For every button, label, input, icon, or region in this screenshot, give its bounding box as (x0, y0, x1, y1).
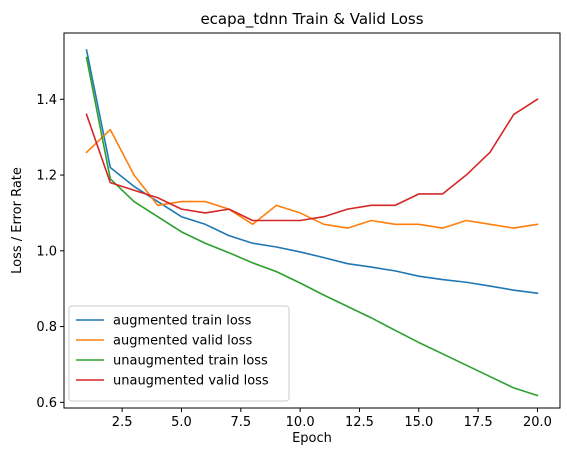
x-tick-label: 5.0 (171, 415, 192, 430)
x-tick-label: 7.5 (230, 415, 251, 430)
chart-title: ecapa_tdnn Train & Valid Loss (200, 10, 423, 29)
plot-frame (63, 32, 561, 409)
x-axis-label: Epoch (292, 431, 332, 446)
x-tick-label: 10.0 (286, 415, 315, 430)
legend: augmented train loss augmented valid loss… (68, 305, 290, 402)
series-line-1 (85, 128, 539, 229)
y-axis-label: Loss / Error Rate (10, 167, 25, 274)
legend-label-3: unaugmented valid loss (113, 374, 269, 389)
legend-label-2: unaugmented train loss (113, 354, 268, 369)
y-tick-label: 1.4 (36, 93, 57, 108)
y-axis: 0.6 0.8 1.0 1.2 1.4 (36, 93, 64, 411)
x-tick-label: 17.5 (464, 415, 493, 430)
series-line-2 (85, 56, 539, 397)
x-axis: 2.5 5.0 7.5 10.0 12.5 15.0 17.5 20.0 (112, 408, 552, 430)
legend-frame (68, 305, 290, 402)
y-tick-label: 0.6 (36, 396, 57, 411)
legend-label-0: augmented train loss (113, 314, 252, 329)
y-tick-label: 1.2 (36, 169, 57, 184)
x-tick-label: 12.5 (345, 415, 374, 430)
x-tick-label: 15.0 (404, 415, 433, 430)
y-tick-label: 0.8 (36, 320, 57, 335)
x-tick-label: 20.0 (523, 415, 552, 430)
series-line-3 (85, 98, 539, 222)
x-tick-label: 2.5 (112, 415, 133, 430)
legend-label-1: augmented valid loss (113, 334, 252, 349)
series-layer (85, 49, 539, 397)
y-tick-label: 1.0 (36, 244, 57, 259)
